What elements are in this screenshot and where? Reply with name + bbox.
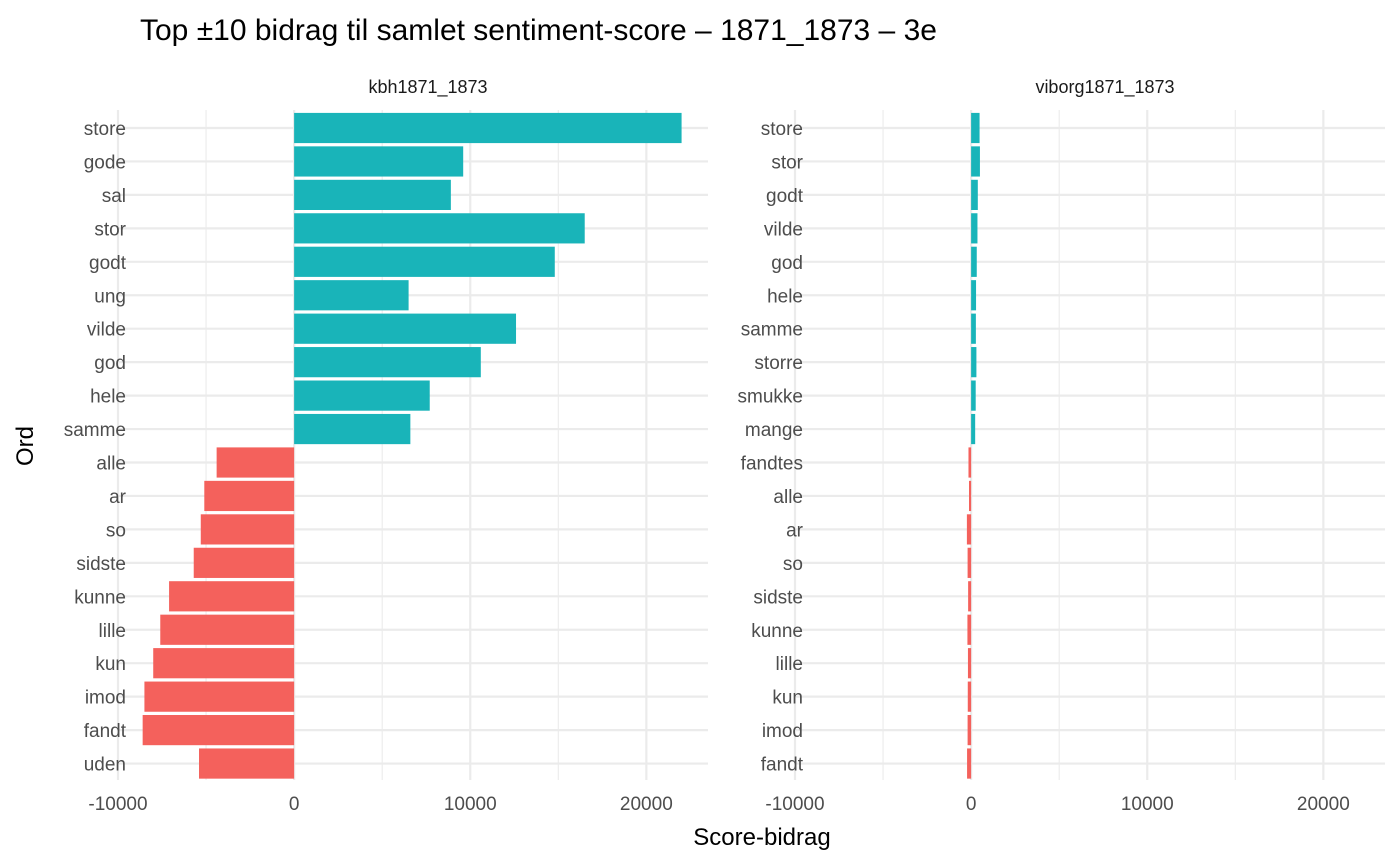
bar-storre [971,347,977,378]
y-tick-label: lille [776,654,803,675]
y-tick-label: hele [767,286,803,307]
y-tick-label: stor [771,152,803,173]
x-tick-label: -10000 [765,794,824,815]
bar-vilde [971,213,978,244]
x-axis-title: Score-bidrag [693,824,830,851]
bar-hele [971,280,977,311]
chart-title: Top ±10 bidrag til samlet sentiment-scor… [140,14,937,47]
bar-sal [294,179,451,210]
y-tick-label: samme [64,420,126,441]
y-tick-label: kunne [74,587,126,608]
bar-god [971,246,977,277]
y-tick-label: fandt [761,755,804,776]
y-tick-label: god [94,353,126,374]
x-tick-label: 10000 [1121,794,1174,815]
bar-alle [216,447,295,478]
bar-fandt [142,715,295,746]
x-tick-label: 20000 [620,794,673,815]
bar-kunne [967,614,972,645]
x-tick-label: 0 [966,794,977,815]
bar-smukke [971,380,976,411]
y-tick-label: kun [95,654,126,675]
bar-sidste [193,547,295,578]
bar-stor [294,213,585,244]
y-tick-label: gode [84,152,126,173]
y-tick-label: fandt [84,721,127,742]
bar-gode [294,146,464,177]
bar-sidste [968,581,972,612]
x-tick-label: 10000 [444,794,497,815]
bar-fandt [967,748,972,779]
bar-imod [144,681,295,712]
x-tick-label: -10000 [88,794,147,815]
y-tick-label: kunne [751,621,803,642]
bar-imod [967,715,972,746]
bar-store [971,112,980,144]
y-axis-title: Ord [12,426,39,466]
bar-store [294,112,682,144]
y-tick-label: sidste [753,587,803,608]
bar-kun [153,648,295,679]
y-tick-label: so [106,520,126,541]
bar-vilde [294,313,517,344]
y-tick-label: mange [745,420,803,441]
y-tick-label: samme [741,320,803,341]
y-tick-label: so [783,554,803,575]
y-tick-label: alle [773,487,803,508]
y-tick-label: stor [94,219,126,240]
y-tick-label: god [771,253,803,274]
y-tick-label: ar [109,487,127,508]
bar-kun [967,681,972,712]
y-tick-label: fandtes [741,454,803,475]
y-tick-label: ung [94,286,126,307]
y-tick-label: store [761,119,803,140]
y-tick-label: sidste [76,554,126,575]
y-tick-label: vilde [87,320,126,341]
y-tick-label: imod [762,721,803,742]
x-tick-label: 0 [289,794,300,815]
bar-alle [969,480,972,512]
bar-ung [294,280,409,311]
bar-uden [199,748,295,779]
bar-godt [971,179,978,210]
bar-lille [967,648,972,679]
bar-so [200,514,295,545]
y-tick-label: imod [85,688,126,709]
bar-stor [971,146,980,177]
bar-ar [204,480,295,512]
y-tick-label: sal [102,186,126,207]
panel-label: kbh1871_1873 [368,77,487,98]
bar-samme [971,313,976,344]
bar-god [294,347,481,378]
y-tick-label: smukke [738,387,803,408]
y-tick-label: ar [786,520,804,541]
y-tick-label: hele [90,387,126,408]
bar-samme [294,413,411,445]
bar-lille [160,614,295,645]
bar-ar [966,514,972,545]
y-tick-label: store [84,119,126,140]
bar-so [967,547,972,578]
y-tick-label: alle [96,454,126,475]
y-tick-label: storre [754,353,803,374]
y-tick-label: godt [89,253,127,274]
y-tick-label: vilde [764,219,803,240]
bar-godt [294,246,555,277]
y-tick-label: uden [84,755,126,776]
bar-hele [294,380,430,411]
bar-kunne [169,581,295,612]
y-tick-label: lille [99,621,126,642]
y-tick-label: godt [766,186,804,207]
bar-fandtes [968,447,972,478]
y-tick-label: kun [772,688,803,709]
panel-label: viborg1871_1873 [1035,77,1174,98]
x-tick-label: 20000 [1297,794,1350,815]
bar-mange [971,413,976,445]
